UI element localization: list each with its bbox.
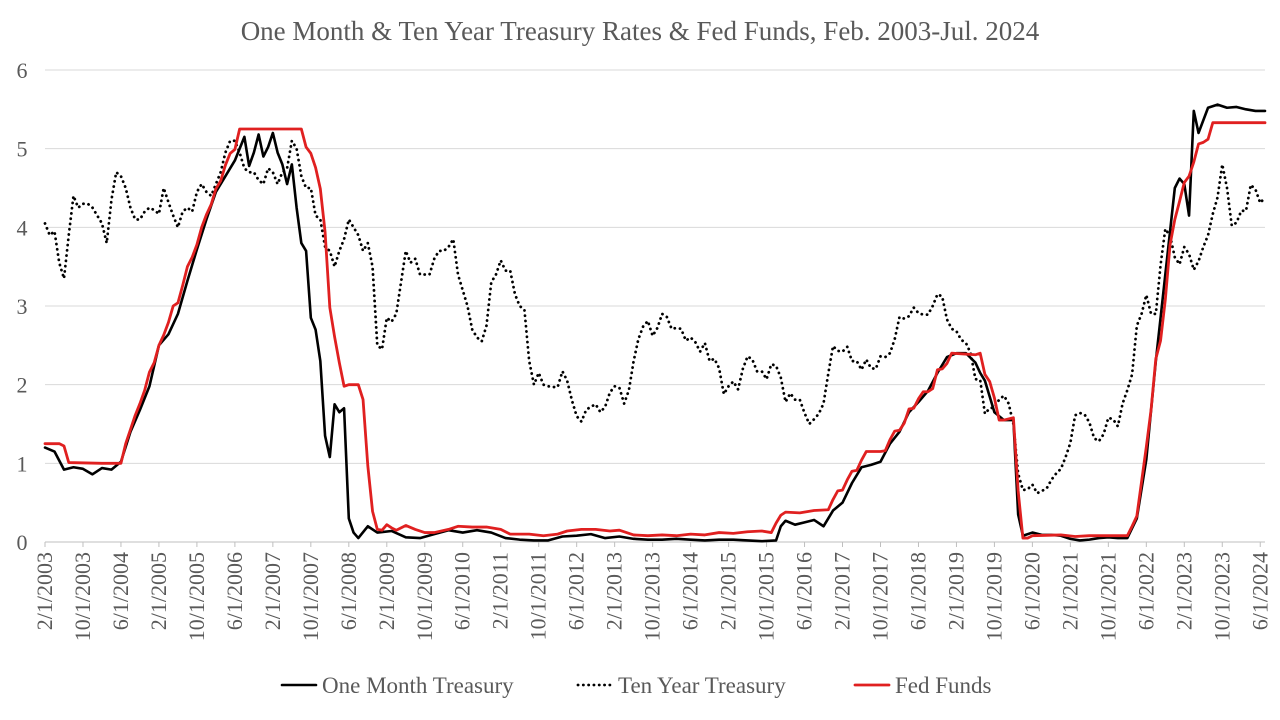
x-tick-label: 6/1/2018 [905, 552, 930, 630]
x-tick-label: 2/1/2013 [602, 552, 627, 630]
x-tick-label: 2/1/2017 [830, 552, 855, 630]
x-tick-label: 2/1/2009 [374, 552, 399, 630]
x-tick-label: 10/1/2015 [754, 552, 779, 641]
x-tick-label: 6/1/2016 [792, 552, 817, 630]
x-tick-label: 6/1/2022 [1133, 552, 1158, 630]
x-tick-label: 6/1/2024 [1247, 552, 1272, 630]
series-lines [43, 103, 1267, 543]
y-tick-label: 3 [17, 294, 28, 319]
x-tick-label: 2/1/2005 [146, 552, 171, 630]
x-tick-label: 6/1/2006 [222, 552, 247, 630]
x-tick-label: 10/1/2011 [526, 552, 551, 640]
x-tick-label: 10/1/2023 [1209, 552, 1234, 641]
x-tick-label: 6/1/2010 [450, 552, 475, 630]
x-tick-label: 6/1/2014 [678, 552, 703, 630]
x-tick-label: 10/1/2005 [184, 552, 209, 641]
legend-label: Ten Year Treasury [618, 673, 786, 698]
legend-label: One Month Treasury [322, 673, 514, 698]
legend: One Month Treasury Ten Year Treasury Fed F… [280, 673, 992, 698]
y-axis-ticks: 0 1 2 3 4 5 6 [17, 58, 28, 555]
x-tick-label: 10/1/2003 [70, 552, 95, 641]
x-tick-label: 2/1/2011 [488, 552, 513, 629]
x-tick-label: 6/1/2012 [564, 552, 589, 630]
y-tick-label: 2 [17, 373, 28, 398]
x-tick-label: 10/1/2017 [867, 552, 892, 641]
x-tick-label: 2/1/2007 [260, 552, 285, 630]
x-tick-label: 10/1/2019 [981, 552, 1006, 641]
x-tick-label: 6/1/2008 [336, 552, 361, 630]
x-tick-label: 2/1/2003 [32, 552, 57, 630]
y-tick-label: 6 [17, 58, 28, 83]
x-tick-label: 10/1/2013 [640, 552, 665, 641]
series-line-fed-funds [43, 121, 1267, 540]
series-line-ten-year-treasury [43, 139, 1267, 495]
x-tick-label: 2/1/2019 [943, 552, 968, 630]
x-tick-label: 10/1/2021 [1095, 552, 1120, 641]
gridlines [45, 69, 1265, 543]
y-tick-label: 4 [17, 215, 28, 240]
x-tick-label: 10/1/2009 [412, 552, 437, 641]
x-tick-label: 2/1/2023 [1171, 552, 1196, 630]
x-tick-label: 10/1/2007 [298, 552, 323, 641]
x-tick-label: 2/1/2021 [1057, 552, 1082, 630]
x-tick-label: 2/1/2015 [716, 552, 741, 630]
x-tick-label: 6/1/2020 [1019, 552, 1044, 630]
series-line-one-month-treasury [43, 103, 1267, 543]
y-tick-label: 1 [17, 451, 28, 476]
y-tick-label: 0 [17, 530, 28, 555]
y-tick-label: 5 [17, 137, 28, 162]
chart-title: One Month & Ten Year Treasury Rates & Fe… [241, 16, 1040, 46]
legend-label: Fed Funds [895, 673, 992, 698]
x-tick-label: 6/1/2004 [108, 552, 133, 630]
x-axis-ticks: 2/1/2003 10/1/2003 6/1/2004 2/1/2005 10/1/20… [32, 542, 1272, 641]
